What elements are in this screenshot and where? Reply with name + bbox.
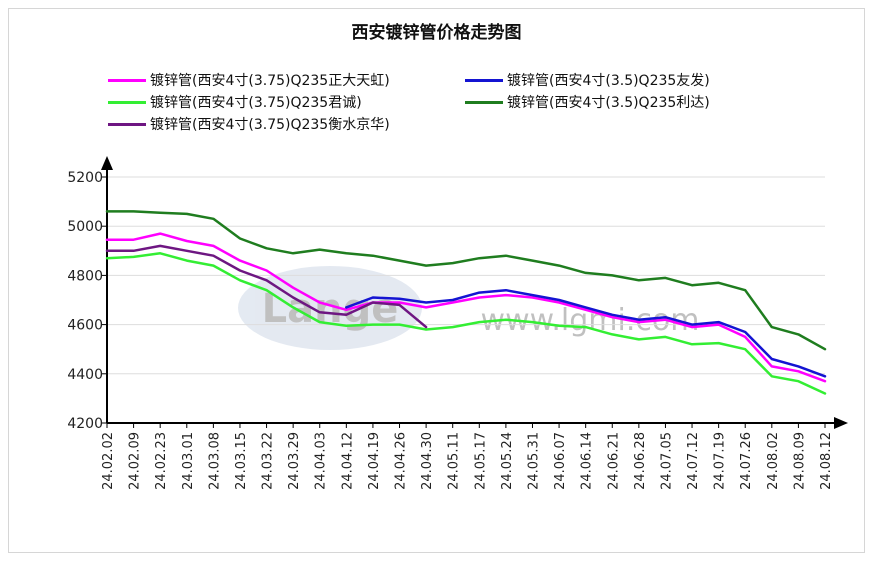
x-tick-label-24.07.26: 24.07.26 xyxy=(739,432,754,490)
x-tick-label-24.04.26: 24.04.26 xyxy=(394,432,409,490)
x-tick-label-24.02.02: 24.02.02 xyxy=(101,432,116,490)
x-tick-label-24.05.24: 24.05.24 xyxy=(500,432,515,490)
x-tick-label-24.02.23: 24.02.23 xyxy=(154,432,169,490)
y-tick-label-4400: 4400 xyxy=(67,367,103,383)
x-tick-label-24.04.19: 24.04.19 xyxy=(367,432,382,490)
legend-label-series-4: 镀锌管(西安4寸(3.5)Q235利达) xyxy=(507,95,710,111)
legend-item-series-4: 镀锌管(西安4寸(3.5)Q235利达) xyxy=(465,92,710,112)
x-tick-label-24.06.28: 24.06.28 xyxy=(633,432,648,490)
legend-item-series-1: 镀锌管(西安4寸(3.75)Q235正大天虹) xyxy=(108,70,390,90)
x-tick-label-24.06.21: 24.06.21 xyxy=(606,432,621,490)
watermark-logo-ellipse xyxy=(238,266,422,350)
x-tick-label-24.04.03: 24.04.03 xyxy=(314,432,329,490)
series-lines xyxy=(105,210,827,395)
y-tick-label-5200: 5200 xyxy=(67,170,103,186)
y-tick-label-4200: 4200 xyxy=(67,416,103,432)
legend-swatch-series-4 xyxy=(465,100,503,104)
y-tick-label-5000: 5000 xyxy=(67,219,103,235)
x-tick-label-24.08.02: 24.08.02 xyxy=(766,432,781,490)
x-tick-label-24.07.19: 24.07.19 xyxy=(713,432,728,490)
chart-title: 西安镀锌管价格走势图 xyxy=(351,23,522,43)
x-tick-label-24.05.11: 24.05.11 xyxy=(447,432,462,490)
legend-label-series-1: 镀锌管(西安4寸(3.75)Q235正大天虹) xyxy=(150,73,390,89)
y-tick-label-4800: 4800 xyxy=(67,268,103,284)
legend-swatch-series-5 xyxy=(108,122,146,126)
y-axis-arrow xyxy=(101,156,113,170)
y-tick-labels: 4200 4400 4600 4800 5000 5200 xyxy=(67,170,103,432)
grid-lines xyxy=(107,176,825,375)
legend-label-series-5: 镀锌管(西安4寸(3.75)Q235衡水京华) xyxy=(150,117,390,133)
x-tick-label-24.06.07: 24.06.07 xyxy=(553,432,568,490)
chart-frame xyxy=(8,8,865,553)
x-tick-label-24.04.12: 24.04.12 xyxy=(340,432,355,490)
axes xyxy=(101,156,848,429)
x-tick-label-24.03.15: 24.03.15 xyxy=(234,432,249,490)
x-tick-label-24.03.29: 24.03.29 xyxy=(287,432,302,490)
legend-swatch-series-2 xyxy=(465,78,503,82)
x-tick-label-24.05.31: 24.05.31 xyxy=(526,432,541,490)
x-tick-label-24.07.12: 24.07.12 xyxy=(686,432,701,490)
x-tick-label-24.03.08: 24.03.08 xyxy=(207,432,222,490)
legend-label-series-2: 镀锌管(西安4寸(3.5)Q235友发) xyxy=(507,73,710,89)
x-tick-label-24.06.14: 24.06.14 xyxy=(580,432,595,490)
series-line-1 xyxy=(105,232,827,383)
legend-item-series-3: 镀锌管(西安4寸(3.75)Q235君诚) xyxy=(108,92,362,112)
x-tick-label-24.08.09: 24.08.09 xyxy=(792,432,807,490)
legend-item-series-5: 镀锌管(西安4寸(3.75)Q235衡水京华) xyxy=(108,114,390,134)
series-line-2 xyxy=(345,288,827,378)
series-line-5 xyxy=(105,244,428,329)
x-tick-label-24.07.05: 24.07.05 xyxy=(659,432,674,490)
x-axis-arrow xyxy=(834,417,848,429)
legend-swatch-series-1 xyxy=(108,78,146,82)
x-tick-label-24.08.12: 24.08.12 xyxy=(819,432,834,490)
x-tick-label-24.03.01: 24.03.01 xyxy=(181,432,196,490)
y-tick-label-4600: 4600 xyxy=(67,318,103,334)
x-tick-label-24.04.30: 24.04.30 xyxy=(420,432,435,490)
legend-label-series-3: 镀锌管(西安4寸(3.75)Q235君诚) xyxy=(150,95,362,111)
series-line-4 xyxy=(105,210,827,351)
x-tick-labels: 24.02.02 24.02.09 24.02.23 24.03.01 24.03.08… xyxy=(101,432,834,490)
x-tick-label-24.03.22: 24.03.22 xyxy=(261,432,276,490)
x-tick-label-24.02.09: 24.02.09 xyxy=(128,432,143,490)
series-line-3 xyxy=(105,252,827,395)
legend-item-series-2: 镀锌管(西安4寸(3.5)Q235友发) xyxy=(465,70,710,90)
legend-swatch-series-3 xyxy=(108,100,146,104)
x-tick-label-24.05.17: 24.05.17 xyxy=(473,432,488,490)
